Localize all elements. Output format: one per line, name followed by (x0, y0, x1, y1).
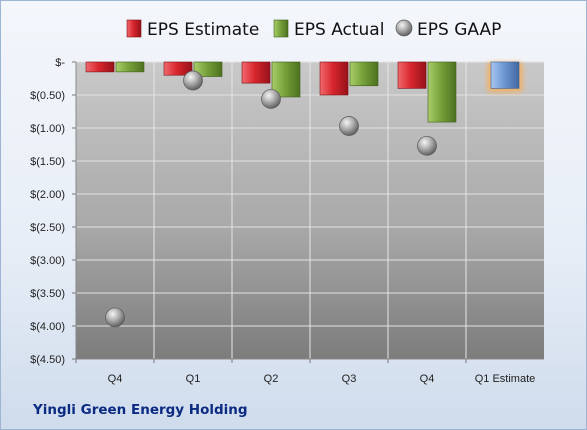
legend: EPS Estimate EPS Actual EPS GAAP (126, 19, 501, 40)
x-tick-label: Q1 Estimate (475, 373, 536, 385)
y-tick-label: $(2.50) (30, 222, 65, 234)
company-name: Yingli Green Energy Holding (33, 402, 248, 418)
x-tick-label: Q4 (108, 373, 123, 385)
point-eps-gaap (105, 307, 125, 328)
legend-gaap-marker (395, 19, 413, 37)
bar-eps-estimate (241, 61, 271, 84)
x-axis: Q4 Q1 Q2 Q3 Q4 Q1 Estimate (75, 359, 536, 385)
bar-eps-estimate (319, 61, 349, 96)
gaap-points (105, 70, 437, 328)
x-tick-label: Q2 (264, 373, 279, 385)
bar-eps-actual (115, 61, 145, 73)
x-tick-label: Q1 (186, 373, 201, 385)
bar-eps-actual (349, 61, 379, 87)
y-tick-label: $(1.00) (30, 123, 65, 135)
point-eps-gaap (183, 70, 203, 91)
y-tick-label: $(3.00) (30, 255, 65, 267)
bar-eps-actual (193, 61, 223, 77)
legend-label: EPS Estimate (147, 20, 259, 40)
y-tick-label: $(4.50) (30, 354, 65, 366)
y-tick-label: $(0.50) (30, 90, 65, 102)
bars (85, 61, 523, 123)
x-tick-label: Q4 (420, 373, 435, 385)
point-eps-gaap (339, 116, 359, 136)
y-tick-label: $- (55, 57, 65, 69)
y-tick-label: $(1.50) (30, 156, 65, 168)
bar-eps-estimate (85, 61, 115, 73)
legend-estimate-swatch (126, 19, 142, 38)
x-tick-label: Q3 (342, 373, 357, 385)
point-eps-gaap (261, 89, 281, 109)
y-tick-label: $(2.00) (30, 189, 65, 201)
bar-eps-actual (427, 61, 457, 123)
point-eps-gaap (417, 135, 437, 156)
bar-next-estimate (490, 61, 520, 89)
legend-label: EPS Actual (294, 20, 384, 40)
legend-actual-swatch (273, 19, 289, 38)
y-tick-label: $(4.00) (30, 321, 65, 333)
bar-eps-estimate (163, 61, 193, 76)
y-tick-label: $(3.50) (30, 288, 65, 300)
legend-label: EPS GAAP (417, 20, 501, 40)
bar-eps-estimate (397, 61, 427, 89)
